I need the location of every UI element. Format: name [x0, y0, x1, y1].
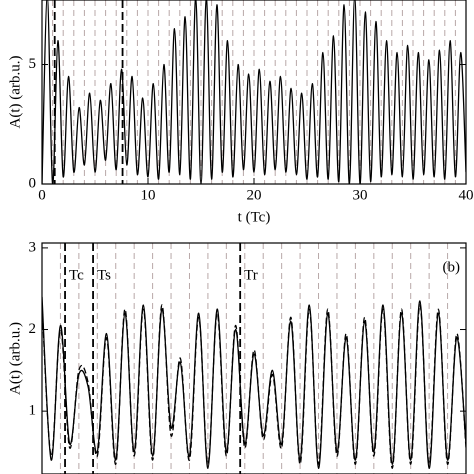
series-line — [42, 304, 466, 469]
y-tick-label: 5 — [29, 56, 37, 72]
x-tick-label: 0 — [38, 187, 46, 203]
series-line — [42, 0, 466, 184]
x-tick-label: 10 — [141, 187, 156, 203]
plot-area — [42, 0, 466, 184]
y-tick-label: 0 — [29, 175, 37, 191]
y-axis-label: A(t) (arb.u.) — [7, 322, 23, 395]
x-tick-label: 30 — [353, 187, 368, 203]
series-line — [42, 296, 466, 469]
axes-frame — [41, 242, 467, 474]
y-tick-label: 1 — [29, 403, 37, 419]
x-tick-label: 40 — [459, 187, 474, 203]
y-tick-label: 3 — [29, 239, 37, 255]
x-axis-label: t (Tc) — [238, 209, 271, 225]
y-tick-label: 2 — [29, 321, 37, 337]
event-label: Tr — [244, 267, 258, 283]
x-tick-label: 20 — [247, 187, 262, 203]
event-label: Ts — [97, 267, 111, 283]
event-label: Tc — [69, 267, 84, 283]
plot-area — [42, 243, 466, 474]
panel-label: (b) — [443, 259, 461, 275]
y-axis-label: A(t) (arb.u.) — [7, 56, 23, 129]
